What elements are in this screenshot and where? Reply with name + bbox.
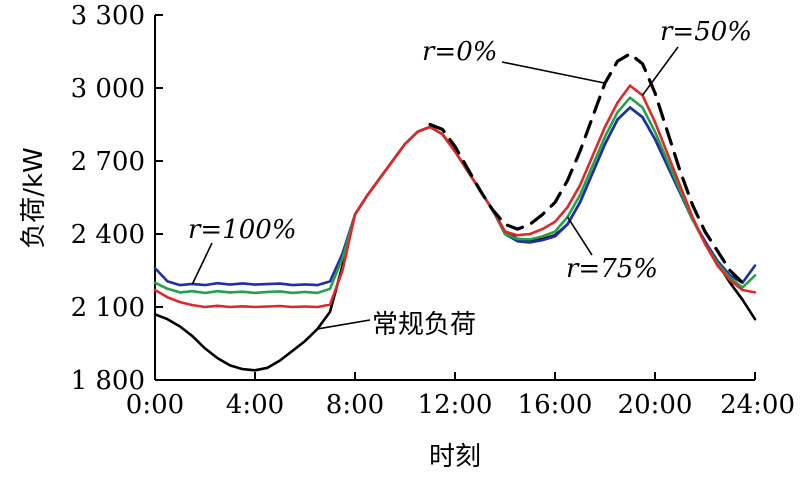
x-tick-label: 8:00 [326, 390, 384, 420]
leader-r0 [501, 61, 606, 84]
x-axis-label: 时刻 [429, 442, 481, 472]
annotation-leaders [191, 46, 679, 330]
annotation-r50: r=50% [660, 17, 752, 47]
y-tick-label: 2 700 [71, 147, 145, 177]
y-tick-label: 2 100 [71, 293, 145, 323]
x-tick-label: 16:00 [518, 390, 593, 420]
series-line-r0 [428, 52, 745, 285]
leader-r75 [566, 216, 593, 256]
y-tick-label: 2 400 [71, 220, 145, 250]
annotation-regular-load: 常规负荷 [372, 310, 476, 340]
annotation-r100: r=100% [188, 215, 297, 245]
series-line-r100 [153, 106, 757, 287]
x-tick-label: 12:00 [418, 390, 493, 420]
series-line-r50 [153, 84, 757, 309]
series-line-r75 [153, 96, 757, 295]
series-lines [153, 52, 757, 372]
x-tick-label: 4:00 [226, 390, 284, 420]
x-tick-label: 20:00 [618, 390, 693, 420]
tick-labels: 1 800 2 100 2 400 2 700 3 000 3 300 0:00 4:00 8:… [71, 1, 795, 420]
y-axis-label: 负荷/kW [19, 147, 49, 249]
annotation-r0: r=0% [422, 37, 497, 67]
y-tick-label: 3 000 [71, 74, 145, 104]
leader-r50 [641, 46, 679, 96]
y-tick-label: 3 300 [71, 1, 145, 31]
x-tick-label: 0:00 [126, 390, 184, 420]
y-tick-label: 1 800 [71, 366, 145, 396]
x-tick-label: 24:00 [720, 390, 795, 420]
leader-regular [317, 319, 371, 330]
annotation-r75: r=75% [566, 254, 658, 284]
ticks [154, 14, 756, 381]
leader-r100 [191, 242, 213, 285]
